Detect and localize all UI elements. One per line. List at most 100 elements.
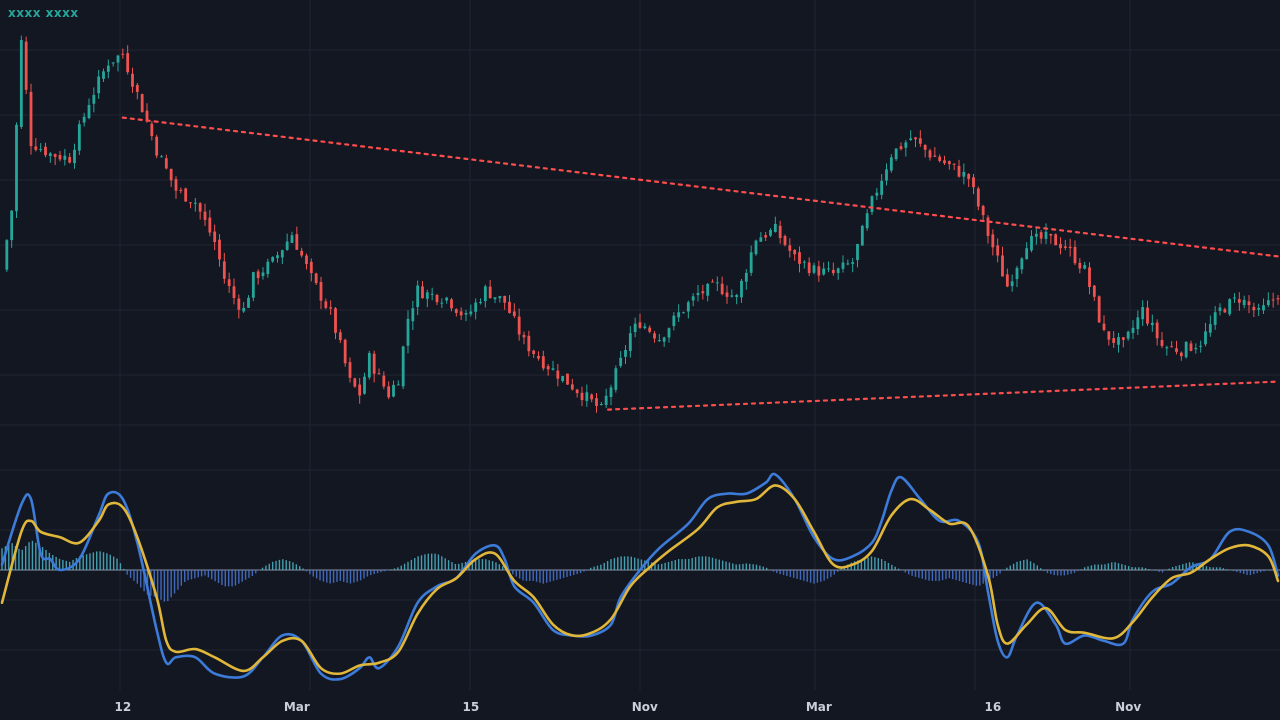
candle-down bbox=[952, 163, 956, 165]
candle-up bbox=[1208, 324, 1212, 333]
candle-down bbox=[324, 301, 328, 308]
candle-up bbox=[672, 315, 676, 327]
candle-down bbox=[213, 231, 217, 243]
candle-down bbox=[305, 255, 308, 265]
x-tick-label: Mar bbox=[806, 700, 832, 714]
candle-up bbox=[846, 263, 850, 265]
histogram-bar-positive bbox=[1188, 562, 1191, 570]
histogram-bar-negative bbox=[914, 570, 917, 577]
histogram-bar-positive bbox=[79, 556, 81, 570]
histogram-bar-positive bbox=[1, 548, 3, 570]
histogram-bar-positive bbox=[24, 546, 27, 570]
histogram-bar-negative bbox=[921, 570, 923, 579]
candle-up bbox=[73, 149, 76, 164]
histogram-bar-positive bbox=[857, 560, 859, 570]
candle-down bbox=[179, 189, 183, 191]
candle-down bbox=[135, 84, 139, 92]
histogram-bar-positive bbox=[403, 563, 406, 570]
histogram-bar-negative bbox=[955, 570, 957, 581]
histogram-bar-negative bbox=[1060, 570, 1062, 576]
histogram-bar-positive bbox=[1185, 563, 1187, 570]
histogram-bar-positive bbox=[420, 555, 423, 570]
histogram-bar-positive bbox=[894, 566, 896, 570]
candle-down bbox=[512, 311, 516, 317]
histogram-bar-positive bbox=[400, 565, 402, 570]
histogram-bar-positive bbox=[99, 551, 101, 570]
candle-up bbox=[97, 76, 101, 94]
candle-down bbox=[541, 356, 545, 369]
x-tick-label: Mar bbox=[284, 700, 310, 714]
histogram-bar-positive bbox=[1121, 564, 1123, 570]
histogram-bar-negative bbox=[569, 570, 572, 576]
candle-up bbox=[469, 311, 473, 315]
histogram-bar-negative bbox=[353, 570, 355, 583]
candle-down bbox=[648, 327, 652, 332]
histogram-bar-positive bbox=[65, 560, 67, 570]
histogram-bar-positive bbox=[96, 551, 98, 570]
histogram-bar-positive bbox=[738, 564, 741, 570]
macd-lines bbox=[0, 472, 1280, 681]
candle-down bbox=[1039, 232, 1043, 239]
candle-down bbox=[986, 217, 990, 236]
histogram-bar-negative bbox=[535, 570, 538, 582]
candle-up bbox=[1165, 347, 1169, 349]
candle-up bbox=[769, 229, 772, 236]
histogram-bar-positive bbox=[458, 563, 460, 570]
candle-up bbox=[498, 296, 502, 299]
histogram-bar-positive bbox=[1107, 563, 1110, 570]
candle-down bbox=[783, 236, 787, 245]
histogram-bar-negative bbox=[376, 570, 379, 574]
candle-up bbox=[425, 292, 429, 299]
candle-down bbox=[1155, 322, 1159, 339]
histogram-bar-positive bbox=[265, 565, 267, 570]
x-tick-label: Nov bbox=[1115, 700, 1141, 714]
candle-down bbox=[256, 271, 260, 279]
histogram-bar-negative bbox=[776, 570, 778, 574]
candle-down bbox=[29, 91, 33, 147]
histogram-bar-positive bbox=[864, 558, 866, 570]
histogram-bar-negative bbox=[982, 570, 984, 584]
candle-down bbox=[1189, 343, 1193, 351]
candle-down bbox=[527, 335, 531, 352]
candle-down bbox=[1170, 346, 1174, 348]
candle-down bbox=[508, 301, 511, 313]
candle-down bbox=[131, 73, 134, 87]
histogram-bar-negative bbox=[918, 570, 920, 578]
candle-up bbox=[875, 192, 879, 196]
histogram-bar-positive bbox=[620, 556, 622, 570]
histogram-bar-positive bbox=[1124, 565, 1126, 570]
histogram-bar-negative bbox=[187, 570, 189, 581]
histogram-bar-negative bbox=[803, 570, 805, 581]
histogram-bar-positive bbox=[681, 559, 683, 570]
candle-down bbox=[450, 299, 453, 309]
histogram-bar-positive bbox=[109, 554, 111, 570]
candle-up bbox=[290, 235, 294, 243]
histogram-bar-positive bbox=[590, 567, 592, 570]
histogram-bar-negative bbox=[799, 570, 802, 580]
histogram-bar-negative bbox=[234, 570, 237, 586]
candle-up bbox=[160, 156, 163, 158]
histogram-bar-negative bbox=[197, 570, 199, 578]
histogram-bar-positive bbox=[1209, 567, 1211, 570]
histogram-bar-positive bbox=[1080, 569, 1082, 570]
histogram-bar-negative bbox=[211, 570, 213, 580]
histogram-bar-positive bbox=[1141, 567, 1143, 570]
candle-up bbox=[633, 323, 637, 333]
candle-up bbox=[740, 280, 743, 298]
histogram-bar-positive bbox=[1182, 564, 1184, 570]
histogram-bar-negative bbox=[945, 570, 947, 580]
candle-down bbox=[1092, 285, 1096, 297]
histogram-bar-negative bbox=[962, 570, 964, 582]
candle-down bbox=[1049, 233, 1053, 236]
histogram-bar-positive bbox=[1215, 567, 1218, 570]
histogram-bar-negative bbox=[809, 570, 812, 583]
candle-down bbox=[203, 211, 207, 220]
candles bbox=[5, 35, 1280, 413]
histogram-bar-positive bbox=[48, 552, 51, 570]
grid bbox=[0, 0, 1280, 690]
candle-up bbox=[5, 240, 9, 270]
candle-down bbox=[1054, 234, 1058, 246]
candle-down bbox=[1073, 246, 1077, 264]
histogram-bar-positive bbox=[1202, 565, 1204, 570]
